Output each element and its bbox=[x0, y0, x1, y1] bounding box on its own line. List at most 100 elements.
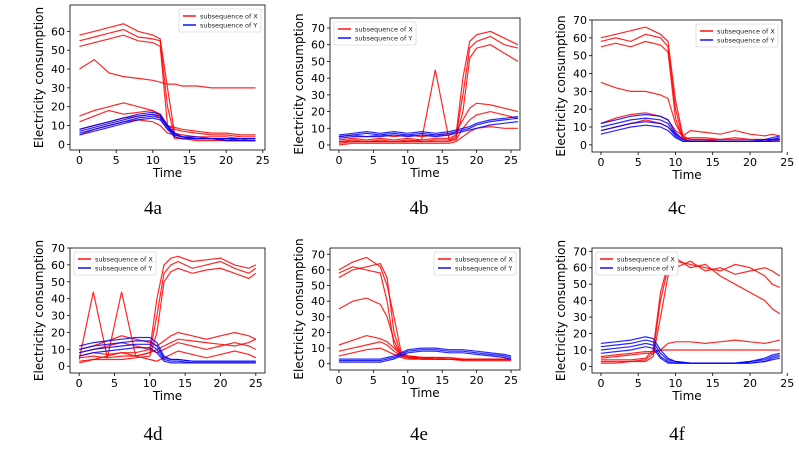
series-line-y bbox=[600, 336, 780, 364]
series-line-x bbox=[600, 257, 781, 361]
x-tick-label: 0 bbox=[597, 156, 604, 169]
series-line-x bbox=[79, 260, 257, 359]
y-tick-label: 30 bbox=[51, 310, 65, 323]
plot-frame bbox=[69, 4, 266, 151]
legend-box bbox=[433, 251, 517, 276]
y-axis-label: Electricity consumption bbox=[32, 240, 46, 381]
series-line-x bbox=[79, 341, 257, 354]
chart-4e: 0 5 10 15 20 25 0 10 20 30 40 50 60 70 Time Electricity… bbox=[292, 238, 521, 400]
y-tick-label: 0 bbox=[580, 360, 587, 373]
x-tick-label: 25 bbox=[504, 374, 518, 387]
y-axis-label: Electricity consumption bbox=[554, 240, 568, 381]
plot-frame bbox=[591, 19, 783, 153]
y-tick-label: 10 bbox=[311, 122, 325, 135]
y-tick-label: 70 bbox=[51, 242, 65, 255]
y-tick-label: 0 bbox=[58, 360, 65, 373]
series-line-x bbox=[79, 109, 256, 138]
x-tick-label: 15 bbox=[182, 154, 196, 167]
series-line-x bbox=[338, 125, 518, 146]
legend-label: subsequence of X bbox=[717, 28, 775, 36]
y-tick-label: 70 bbox=[311, 248, 325, 261]
x-tick-label: 5 bbox=[370, 374, 377, 387]
legend-label: subsequence of X bbox=[95, 256, 153, 264]
x-tick-label: 0 bbox=[76, 154, 83, 167]
y-tick-label: 50 bbox=[573, 278, 587, 291]
series-line-x bbox=[338, 69, 519, 143]
y-tick-label: 0 bbox=[318, 139, 325, 152]
series-line-x bbox=[338, 341, 512, 360]
legend-label: subsequence of Y bbox=[355, 35, 412, 43]
x-tick-label: 5 bbox=[635, 377, 642, 390]
x-axis-label: Time bbox=[671, 389, 701, 403]
x-tick-label: 25 bbox=[780, 377, 794, 390]
series-line-y bbox=[338, 121, 518, 139]
series-line-x bbox=[338, 30, 519, 141]
x-tick-label: 10 bbox=[401, 374, 415, 387]
y-tick-label: 40 bbox=[311, 72, 325, 85]
series-line-y bbox=[338, 347, 512, 360]
x-tick-label: 10 bbox=[668, 377, 682, 390]
x-tick-label: 0 bbox=[76, 377, 83, 390]
series-line-y bbox=[600, 121, 780, 142]
caption-4d: 4d bbox=[143, 424, 163, 445]
x-tick-label: 10 bbox=[668, 156, 682, 169]
y-axis-label: Electricity consumption bbox=[32, 7, 46, 148]
plot-frame bbox=[591, 247, 783, 374]
x-axis-label: Time bbox=[409, 166, 439, 180]
y-tick-label: 10 bbox=[573, 344, 587, 357]
series-line-x bbox=[338, 262, 512, 360]
y-tick-label: 10 bbox=[573, 121, 587, 134]
series-line-x bbox=[338, 347, 512, 362]
series-line-y bbox=[79, 117, 256, 142]
chart-4c: 0 5 10 15 20 25 0 10 20 30 40 50 60 70 Time Electricity… bbox=[554, 14, 794, 182]
series-line-y bbox=[79, 347, 256, 364]
series-line-x bbox=[600, 40, 780, 142]
x-tick-label: 25 bbox=[504, 154, 518, 167]
legend-label: subsequence of X bbox=[355, 26, 413, 34]
plot-frame bbox=[69, 247, 266, 374]
x-tick-label: 10 bbox=[143, 377, 157, 390]
series-line-x bbox=[338, 44, 519, 144]
y-tick-label: 30 bbox=[573, 311, 587, 324]
y-tick-label: 40 bbox=[51, 63, 65, 76]
x-tick-label: 15 bbox=[178, 377, 192, 390]
caption-4a: 4a bbox=[144, 198, 162, 219]
legend-box bbox=[695, 23, 779, 48]
series-line-y bbox=[600, 124, 780, 142]
chart-4a: 0 5 10 15 20 25 0 10 20 30 40 50 60 Time Electricity c… bbox=[32, 4, 270, 180]
legend-label: subsequence of Y bbox=[717, 37, 774, 45]
x-tick-label: 5 bbox=[635, 156, 642, 169]
y-tick-label: 60 bbox=[311, 39, 325, 52]
plot-frame bbox=[329, 17, 521, 151]
series-line-x bbox=[338, 35, 519, 143]
series-line-x bbox=[600, 119, 780, 141]
legend-box bbox=[333, 21, 417, 46]
x-tick-label: 15 bbox=[706, 377, 720, 390]
x-axis-label: Time bbox=[671, 168, 701, 182]
x-tick-label: 15 bbox=[706, 156, 720, 169]
x-tick-label: 5 bbox=[111, 377, 118, 390]
y-tick-label: 70 bbox=[573, 14, 587, 27]
y-tick-label: 70 bbox=[311, 22, 325, 35]
series-line-y bbox=[338, 116, 518, 136]
x-tick-label: 20 bbox=[213, 377, 227, 390]
series-line-x bbox=[600, 349, 780, 358]
series-line-x bbox=[79, 331, 257, 350]
series-line-x bbox=[79, 255, 257, 357]
x-tick-label: 20 bbox=[743, 377, 757, 390]
series-line-y bbox=[600, 113, 780, 142]
series-line-x bbox=[338, 102, 519, 138]
y-tick-label: 50 bbox=[311, 280, 325, 293]
x-tick-label: 0 bbox=[335, 154, 342, 167]
y-tick-label: 10 bbox=[311, 342, 325, 355]
x-tick-label: 20 bbox=[743, 156, 757, 169]
chart-4b: 0 5 10 15 20 25 0 10 20 30 40 50 60 70 Time Electricity… bbox=[292, 13, 521, 180]
x-axis-label: Time bbox=[409, 386, 439, 400]
x-tick-label: 20 bbox=[470, 374, 484, 387]
y-tick-label: 20 bbox=[311, 106, 325, 119]
y-tick-label: 50 bbox=[51, 44, 65, 57]
y-axis-label: Electricity consumption bbox=[554, 15, 568, 156]
